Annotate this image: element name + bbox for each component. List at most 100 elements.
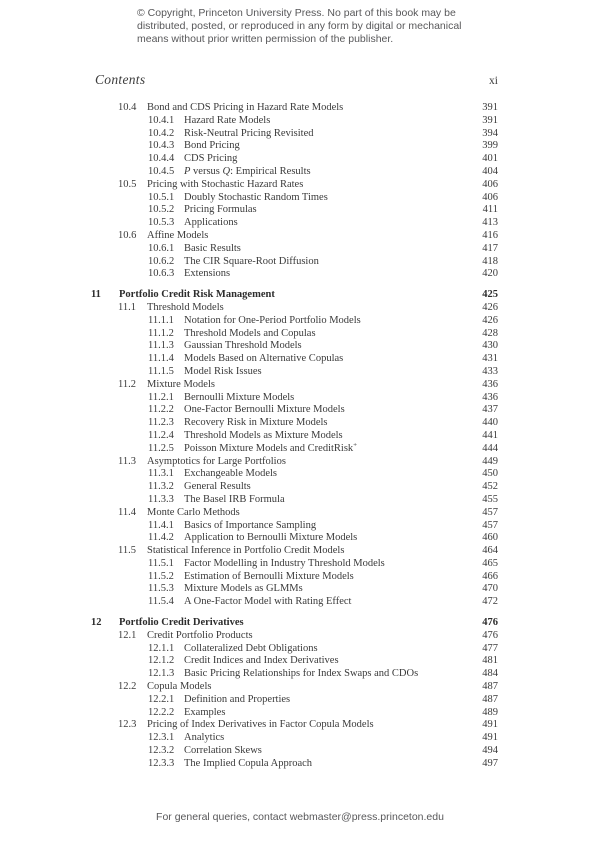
toc-entry: 11.4.1 Basics of Importance Sampling 457 xyxy=(91,520,498,533)
toc-entry-number: 10.6.2 xyxy=(148,255,175,267)
toc-entry: 11.1.5 Model Risk Issues 433 xyxy=(91,366,498,379)
toc-entry: 10.5.1 Doubly Stochastic Random Times 40… xyxy=(91,192,498,205)
toc-entry: 11.2.4 Threshold Models as Mixture Model… xyxy=(91,430,498,443)
toc-entry-title: Application to Bernoulli Mixture Models xyxy=(184,532,358,544)
toc-entry-title: Threshold Models and Copulas xyxy=(184,327,316,339)
toc-entry-page: 472 xyxy=(482,596,498,608)
toc-entry-title: Basic Pricing Relationships for Index Sw… xyxy=(184,668,419,680)
toc-entry: 12.3.3 The Implied Copula Approach 497 xyxy=(91,758,498,771)
toc-entry-number: 11.2.3 xyxy=(148,417,174,429)
toc-entry-page: 401 xyxy=(482,153,498,165)
toc-entry-number: 10.5.3 xyxy=(148,217,175,229)
toc-entry: 10.6.3 Extensions 420 xyxy=(91,268,498,281)
toc-entry-title: Recovery Risk in Mixture Models xyxy=(184,417,328,429)
toc-entry-title: Bond and CDS Pricing in Hazard Rate Mode… xyxy=(147,102,344,113)
toc-entry-title: Hazard Rate Models xyxy=(184,114,271,126)
toc-entry: 10.6.1 Basic Results 417 xyxy=(91,243,498,256)
toc-entry: 11.5.1 Factor Modelling in Industry Thre… xyxy=(91,558,498,571)
toc-entry-title: Doubly Stochastic Random Times xyxy=(184,191,328,203)
toc-entry-title: The Implied Copula Approach xyxy=(184,757,313,769)
toc-entry-page: 426 xyxy=(482,314,498,326)
toc-entry-number: 10.4 xyxy=(118,102,137,113)
toc-entry-page: 497 xyxy=(482,757,498,769)
toc-entry-page: 484 xyxy=(482,668,498,680)
toc-entry-page: 391 xyxy=(482,102,498,113)
toc-entry-page: 417 xyxy=(482,242,498,254)
toc-entry: 10.4 Bond and CDS Pricing in Hazard Rate… xyxy=(91,102,498,115)
toc-entry-title: Portfolio Credit Derivatives xyxy=(119,617,244,629)
toc-entry: 11.1.2 Threshold Models and Copulas 428 xyxy=(91,328,498,341)
toc-entry-page: 431 xyxy=(482,353,498,365)
toc-entry: 10.5.2 Pricing Formulas 411 xyxy=(91,204,498,217)
toc-entry-page: 487 xyxy=(482,693,498,705)
toc-entry-number: 11.3.2 xyxy=(148,481,174,493)
toc-entry-page: 436 xyxy=(482,391,498,403)
toc-entry: 12.1 Credit Portfolio Products 476 xyxy=(91,630,498,643)
toc-entry-number: 11.1.1 xyxy=(148,314,174,326)
toc-entry-number: 11.1.2 xyxy=(148,327,174,339)
toc-entry: 11.2.5 Poisson Mixture Models and Credit… xyxy=(91,443,498,456)
toc-entry-number: 11.2.5 xyxy=(148,442,174,454)
toc-list: 10.4 Bond and CDS Pricing in Hazard Rate… xyxy=(91,102,498,771)
toc-entry-page: 470 xyxy=(482,583,498,595)
toc-entry-number: 12 xyxy=(91,617,102,629)
toc-entry-number: 11.3 xyxy=(118,455,136,467)
toc-entry-title: Portfolio Credit Risk Management xyxy=(119,289,275,301)
toc-entry-page: 420 xyxy=(482,268,498,280)
toc-entry-number: 11.4.1 xyxy=(148,519,174,531)
toc-entry: 12.2.1 Definition and Properties 487 xyxy=(91,694,498,707)
toc-entry: 10.5 Pricing with Stochastic Hazard Rate… xyxy=(91,179,498,192)
toc-entry: 11.3.3 The Basel IRB Formula 455 xyxy=(91,494,498,507)
toc-entry-number: 12.2 xyxy=(118,681,137,693)
toc-entry-page: 457 xyxy=(482,519,498,531)
toc-entry-title: Pricing Formulas xyxy=(184,204,257,216)
toc-entry-page: 406 xyxy=(482,191,498,203)
toc-entry-title: A One-Factor Model with Rating Effect xyxy=(184,596,352,608)
toc-entry: 11.1 Threshold Models 426 xyxy=(91,302,498,315)
toc-entry-page: 399 xyxy=(482,140,498,152)
toc-entry: 11.5.4 A One-Factor Model with Rating Ef… xyxy=(91,596,498,609)
toc-entry: 11.3.1 Exchangeable Models 450 xyxy=(91,468,498,481)
toc-entry-number: 11.2.1 xyxy=(148,391,174,403)
toc-entry-number: 12.2.1 xyxy=(148,693,175,705)
toc-entry: 10.4.5 P versus Q: Empirical Results 404 xyxy=(91,166,498,179)
toc-entry-page: 444 xyxy=(482,442,498,454)
toc-entry: 11.4 Monte Carlo Methods 457 xyxy=(91,507,498,520)
toc-entry-page: 465 xyxy=(482,557,498,569)
toc-entry-title: Definition and Properties xyxy=(184,693,291,705)
toc-entry: 10.4.1 Hazard Rate Models 391 xyxy=(91,115,498,128)
toc-entry-title: General Results xyxy=(184,481,251,493)
toc-entry-page: 452 xyxy=(482,481,498,493)
toc-entry-title: Credit Portfolio Products xyxy=(147,629,253,641)
toc-entry-title: Pricing of Index Derivatives in Factor C… xyxy=(147,719,374,731)
toc-entry: 10.5.3 Applications 413 xyxy=(91,217,498,230)
toc-entry: 12.3.2 Correlation Skews 494 xyxy=(91,745,498,758)
toc-entry-page: 494 xyxy=(482,745,498,757)
toc-entry-title: Copula Models xyxy=(147,681,212,693)
toc-entry-page: 433 xyxy=(482,365,498,377)
toc-entry-page: 460 xyxy=(482,532,498,544)
toc-entry: 12.1.2 Credit Indices and Index Derivati… xyxy=(91,655,498,668)
toc-entry: 11.5 Statistical Inference in Portfolio … xyxy=(91,545,498,558)
toc-entry-page: 476 xyxy=(482,629,498,641)
toc-entry-title: Exchangeable Models xyxy=(184,468,278,480)
toc-entry-number: 12.1 xyxy=(118,629,137,641)
toc-entry-page: 481 xyxy=(482,655,498,667)
toc-entry: 12.1.3 Basic Pricing Relationships for I… xyxy=(91,668,498,681)
toc-entry-page: 391 xyxy=(482,114,498,126)
toc-entry-page: 449 xyxy=(482,455,498,467)
toc-entry-number: 11.1.5 xyxy=(148,365,174,377)
toc-entry-number: 10.4.4 xyxy=(148,153,175,165)
toc-entry-number: 11.5.3 xyxy=(148,583,174,595)
toc-entry: 11.3 Asymptotics for Large Portfolios 44… xyxy=(91,456,498,469)
toc-entry: 10.6.2 The CIR Square-Root Diffusion 418 xyxy=(91,256,498,269)
toc-entry-number: 11.1 xyxy=(118,301,136,313)
toc-entry-number: 10.5.1 xyxy=(148,191,175,203)
toc-entry-title: Extensions xyxy=(184,268,231,280)
toc-entry-title: The CIR Square-Root Diffusion xyxy=(184,255,319,267)
toc-entry-page: 477 xyxy=(482,642,498,654)
toc-entry-title: Factor Modelling in Industry Threshold M… xyxy=(184,557,385,569)
toc-entry-title: The Basel IRB Formula xyxy=(184,493,285,505)
toc-entry-number: 11.1.3 xyxy=(148,340,174,352)
toc-entry-page: 430 xyxy=(482,340,498,352)
